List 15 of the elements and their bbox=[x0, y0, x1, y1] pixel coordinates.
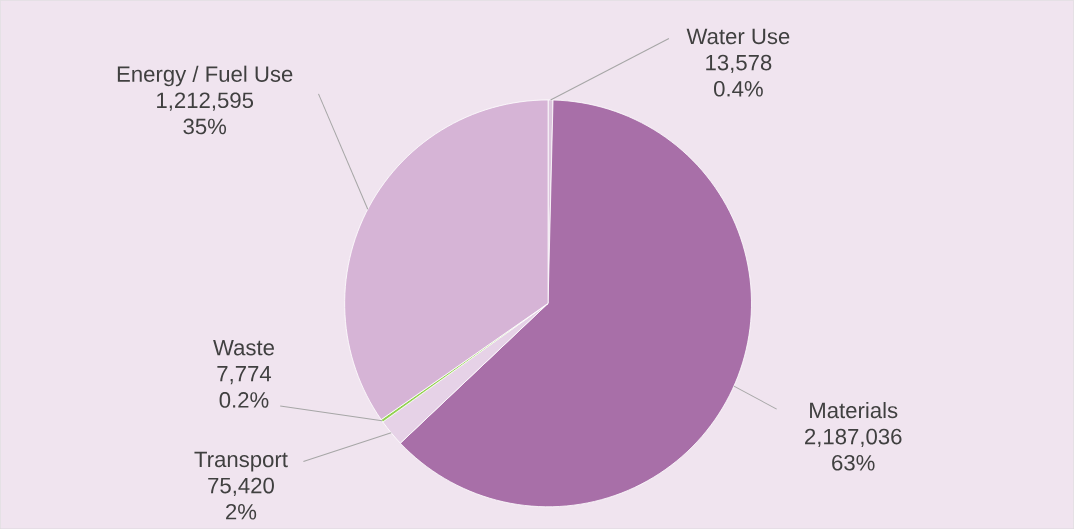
slice-label: Materials bbox=[810, 401, 898, 419]
slice-label: Energy / Fuel Use bbox=[117, 65, 293, 87]
data-label: 2,187,036 bbox=[805, 428, 902, 447]
text: 35% bbox=[183, 118, 227, 135]
slice-label: Transport bbox=[194, 451, 288, 472]
text: 0.2% bbox=[219, 391, 269, 408]
slice-label: Waste bbox=[213, 339, 274, 356]
data-label: 13,578 bbox=[706, 54, 772, 73]
slice-label: Water Use bbox=[686, 28, 790, 45]
data-label: 1,212,595 bbox=[157, 92, 254, 111]
text: 2% bbox=[226, 503, 257, 520]
text: 63% bbox=[832, 454, 875, 471]
data-label: 7,774 bbox=[217, 366, 272, 385]
text: 0.4% bbox=[714, 80, 763, 97]
data-label: 75,420 bbox=[208, 477, 274, 496]
